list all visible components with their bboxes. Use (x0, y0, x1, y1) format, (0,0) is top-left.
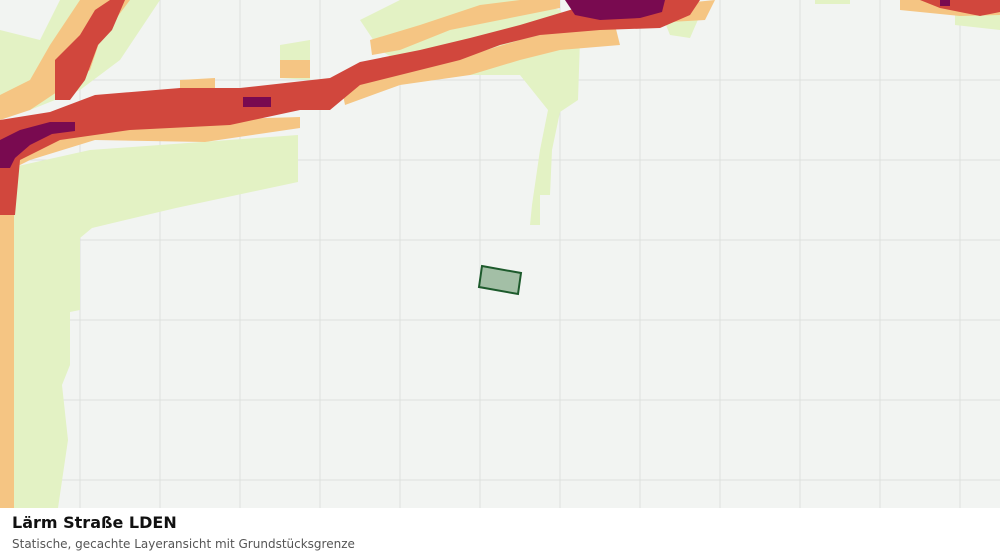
subtitle: Statische, gecachte Layeransicht mit Gru… (12, 537, 355, 551)
noise-zone-very-high (0, 0, 950, 168)
map (0, 0, 1000, 508)
tile-grid (0, 0, 1000, 508)
parcel-boundary (477, 264, 523, 296)
title: Lärm Straße LDEN (12, 513, 177, 532)
caption: Lärm Straße LDEN Statische, gecachte Lay… (0, 508, 1000, 560)
map-background (0, 0, 1000, 508)
